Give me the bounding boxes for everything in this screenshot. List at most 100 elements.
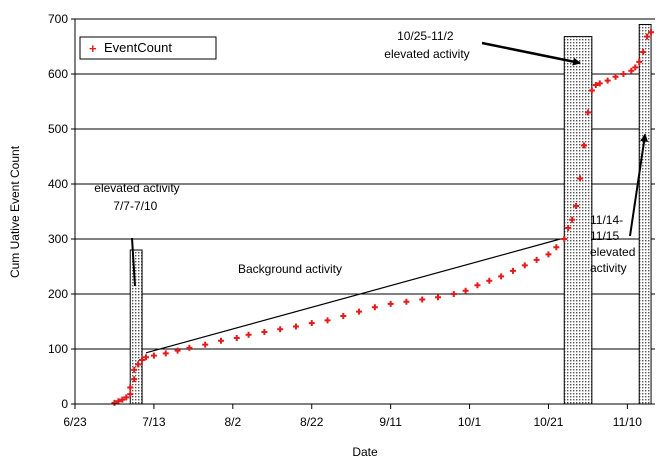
data-point [115,398,122,405]
data-point [123,394,130,401]
annotation-november-line-4: activity [590,261,627,275]
legend-box [79,36,217,60]
data-point [143,354,150,361]
axes: 0 100 200 300 400 500 600 700 6/23 7/13 8/2 8/22 9/1… [48,12,655,429]
data-point [569,216,576,223]
reference-lines [145,238,561,354]
data-point [135,361,142,368]
annotation-november-line-1: 11/14- [590,213,623,227]
data-point [644,33,651,40]
data-points [111,29,655,406]
data-point [277,326,284,333]
annotation-november-line-3: elevated [590,245,635,259]
x-tick-label: 10/21 [533,415,563,429]
legend-label: EventCount [104,40,172,55]
x-tick-label: 8/2 [224,415,241,429]
period-band-2 [563,36,593,405]
y-tick-label: 500 [48,122,68,136]
data-point [584,109,591,116]
data-point [486,277,493,284]
annotation-arrow-november [629,133,649,237]
y-tick-label: 300 [48,232,68,246]
data-point [612,73,619,80]
data-point [640,49,647,55]
x-tick-label: 11/10 [613,415,642,429]
data-point [553,244,560,251]
data-point [604,77,611,84]
y-tick-label: 200 [48,287,68,301]
data-point [419,296,426,303]
annotations: 7/7-7/10 elevated activity Background ac… [94,29,649,287]
data-point [573,203,580,209]
data-point [131,376,138,383]
data-point [387,300,394,307]
annotation-background: Background activity [238,262,342,276]
data-point [450,291,457,297]
background-trend-line [145,238,561,354]
data-point [565,225,572,231]
data-point [174,347,181,354]
data-point [324,317,331,324]
data-point [356,308,363,315]
data-point [628,67,635,74]
data-point [521,262,528,269]
x-tick-label: 10/1 [458,415,482,429]
x-tick-label: 6/23 [63,415,87,429]
y-tick-label: 0 [61,397,68,411]
data-point [111,399,118,406]
data-point [462,287,469,294]
data-point [340,313,347,319]
data-point [620,71,627,77]
data-point [119,396,126,403]
data-point [632,64,639,71]
data-point [596,80,603,87]
data-point [127,384,134,391]
data-point [139,357,146,363]
y-tick-label: 400 [48,177,68,191]
period-bands [129,24,652,405]
annotation-october-line-1: 10/25-11/2 [397,29,454,43]
data-point [588,87,595,94]
data-point [561,236,568,242]
x-tick-label: 7/13 [142,415,166,429]
data-point [474,282,481,289]
gridlines [75,18,655,350]
data-point [577,175,584,182]
y-axis-title: Cum Uative Event Count [8,145,22,278]
y-tick-label: 100 [48,342,68,356]
x-axis-title: Date [352,445,378,459]
data-point [233,335,240,341]
x-tick-label: 9/11 [379,415,402,429]
data-point [580,142,587,149]
legend: + EventCount [79,36,217,60]
annotation-november-line-2: 11/15 [590,229,619,243]
annotation-july-line-1: 7/7-7/10 [113,199,157,213]
data-point [371,304,378,311]
annotation-arrow-october [481,41,581,66]
data-point [498,273,505,280]
y-tick-label: 700 [48,12,68,26]
data-point [648,29,655,36]
data-point [434,294,441,301]
data-point [127,391,134,398]
annotation-july-line-2: elevated activity [94,181,179,195]
data-point [636,58,643,65]
data-point [202,341,209,348]
data-point [403,298,410,305]
data-point [533,256,540,263]
data-point [509,267,516,274]
data-point [261,328,268,335]
y-tick-label: 600 [48,67,68,81]
annotation-july: 7/7-7/10 elevated activity [94,181,179,213]
annotation-november: 11/14- 11/15 elevated activity [590,213,639,275]
data-point [217,337,224,344]
period-band-3 [638,24,652,405]
data-point [162,350,169,357]
legend-marker-icon: + [89,41,97,56]
annotation-arrow-july [131,237,136,287]
data-point [245,331,252,338]
data-point [131,366,138,373]
data-point [545,251,552,258]
data-point [150,352,157,359]
